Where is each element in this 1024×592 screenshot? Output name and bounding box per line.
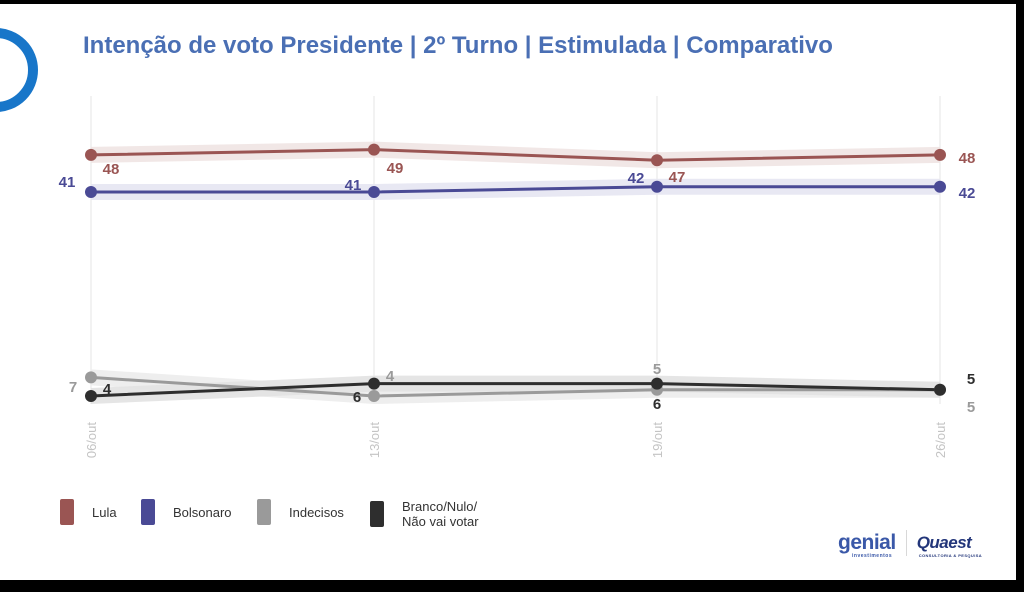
chart-title: Intenção de voto Presidente | 2º Turno |… [83, 32, 833, 59]
quaest-logo: Quaest CONSULTORIA & PESQUISA [916, 533, 982, 558]
data-point [368, 390, 380, 402]
x-tick-label: 26/out [933, 422, 948, 459]
data-label: 41 [59, 174, 76, 191]
legend-label: Branco/Nulo/ Não vai votar [402, 499, 479, 529]
data-point [85, 390, 97, 402]
data-point [368, 143, 380, 156]
data-label: 5 [653, 361, 661, 378]
legend-swatch [60, 499, 74, 525]
data-label: 5 [967, 399, 975, 416]
legend-label: Bolsonaro [173, 504, 232, 520]
data-label: 7 [69, 379, 77, 396]
x-tick-label: 13/out [367, 422, 382, 459]
data-label: 6 [653, 396, 661, 413]
quaest-logo-text: Quaest [916, 533, 972, 552]
data-label: 41 [345, 177, 362, 194]
series-band [91, 375, 940, 404]
series-line [90, 375, 940, 398]
genial-logo: genial investimentos [838, 531, 896, 559]
series-line [91, 185, 940, 194]
chart-card: Intenção de voto Presidente | 2º Turno |… [0, 4, 1016, 580]
data-label: 48 [959, 150, 976, 167]
data-point [85, 148, 97, 161]
series-line [90, 382, 941, 398]
genial-logo-subtext: investimentos [852, 553, 893, 559]
logo-divider [905, 530, 907, 556]
data-label: 5 [967, 371, 975, 388]
line-chart: 48 49 47 48 41 41 42 42 7 4 5 5 4 6 6 5 06/out 13/out 19/… [59, 96, 976, 459]
data-label: 42 [959, 185, 976, 202]
data-point [934, 383, 946, 396]
data-label: 47 [669, 169, 686, 186]
data-label: 48 [103, 161, 120, 178]
data-label: 42 [628, 170, 645, 187]
data-label: 6 [353, 389, 361, 406]
data-label: 4 [386, 368, 395, 385]
legend-item: Branco/Nulo/ Não vai votar [370, 499, 479, 529]
data-point [934, 148, 946, 161]
legend-swatch [257, 499, 271, 525]
series-line [90, 148, 941, 162]
data-point [368, 377, 380, 390]
legend-item: Indecisos [257, 499, 344, 525]
data-label: 4 [103, 381, 112, 398]
genial-logo-text: genial [838, 531, 896, 554]
data-point [651, 180, 663, 193]
sponsor-logos: genial investimentos Quaest CONSULTORIA … [838, 530, 982, 559]
data-point [651, 377, 663, 390]
data-label: 49 [387, 160, 404, 177]
legend-item: Bolsonaro [141, 499, 232, 525]
data-point [85, 186, 97, 198]
legend-label: Lula [92, 504, 117, 520]
data-point [651, 154, 663, 167]
legend-swatch [141, 499, 155, 525]
data-point [934, 180, 946, 193]
quaest-logo-subtext: CONSULTORIA & PESQUISA [918, 553, 983, 558]
legend-swatch [370, 501, 384, 527]
data-point [85, 371, 97, 384]
data-point [368, 186, 380, 198]
legend-item: Lula [60, 499, 117, 525]
x-tick-label: 19/out [650, 422, 665, 459]
legend-label: Indecisos [289, 504, 344, 520]
x-tick-label: 06/out [84, 422, 99, 459]
